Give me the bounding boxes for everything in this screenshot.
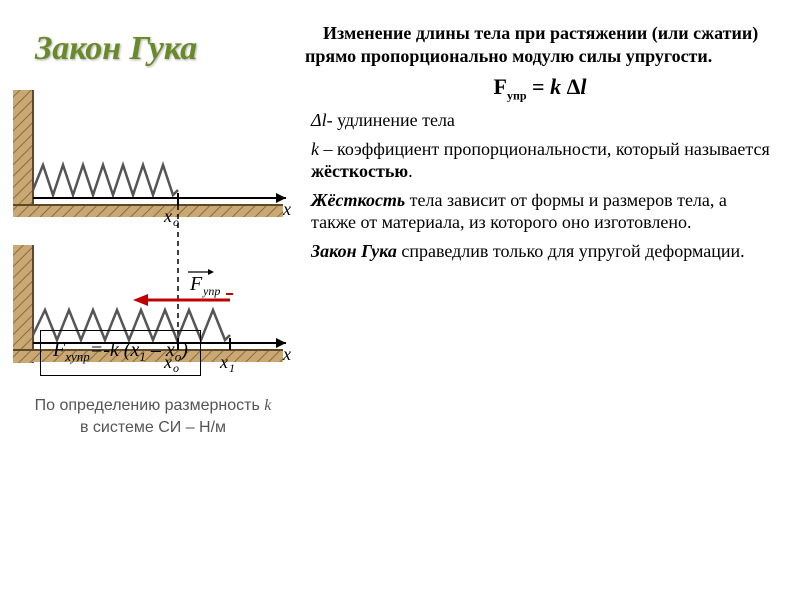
def-k-text: – коэффициент пропорциональности, которы… bbox=[319, 139, 770, 159]
content-column: Изменение длины тела при растяжении (или… bbox=[305, 22, 775, 268]
hooke-label: Закон Гука bbox=[311, 241, 397, 261]
def-k-bold: жёсткостью bbox=[311, 161, 408, 181]
def-dl-text: - удлинение тела bbox=[327, 110, 455, 130]
svg-text:x: x bbox=[282, 344, 291, 364]
page-title: Закон Гука bbox=[35, 30, 197, 68]
sym-delta-l: Δl bbox=[311, 110, 327, 130]
def-k: k – коэффициент пропорциональности, кото… bbox=[311, 138, 775, 183]
def-delta-l: Δl- удлинение тела bbox=[311, 109, 775, 132]
si-line1: По определению размерность bbox=[35, 397, 265, 414]
svg-text:x: x bbox=[163, 206, 172, 226]
intro-text: Изменение длины тела при растяжении (или… bbox=[305, 22, 775, 67]
svg-text:x: x bbox=[219, 352, 228, 372]
svg-text:F: F bbox=[189, 273, 203, 295]
svg-text:x: x bbox=[282, 199, 291, 219]
stiffness-label: Жёсткость bbox=[311, 190, 405, 210]
si-k: k bbox=[264, 397, 271, 414]
si-line2: в системе СИ – Н/м bbox=[80, 419, 226, 436]
sym-k: k bbox=[311, 139, 319, 159]
hooke-paragraph: Закон Гука справедлив только для упругой… bbox=[311, 240, 775, 263]
si-dimension-note: По определению размерность k в системе С… bbox=[18, 395, 288, 440]
hooke-text: справедлив только для упругой деформации… bbox=[397, 241, 745, 261]
svg-text:упр: упр bbox=[202, 284, 220, 298]
stiffness-paragraph: Жёсткость тела зависит от формы и размер… bbox=[311, 189, 775, 234]
svg-text:1: 1 bbox=[229, 361, 235, 375]
boxed-formula: Fxупр=-k (x1 – xo) bbox=[40, 330, 201, 376]
period1: . bbox=[408, 161, 413, 181]
main-formula: Fупр = k Δl bbox=[305, 73, 775, 103]
